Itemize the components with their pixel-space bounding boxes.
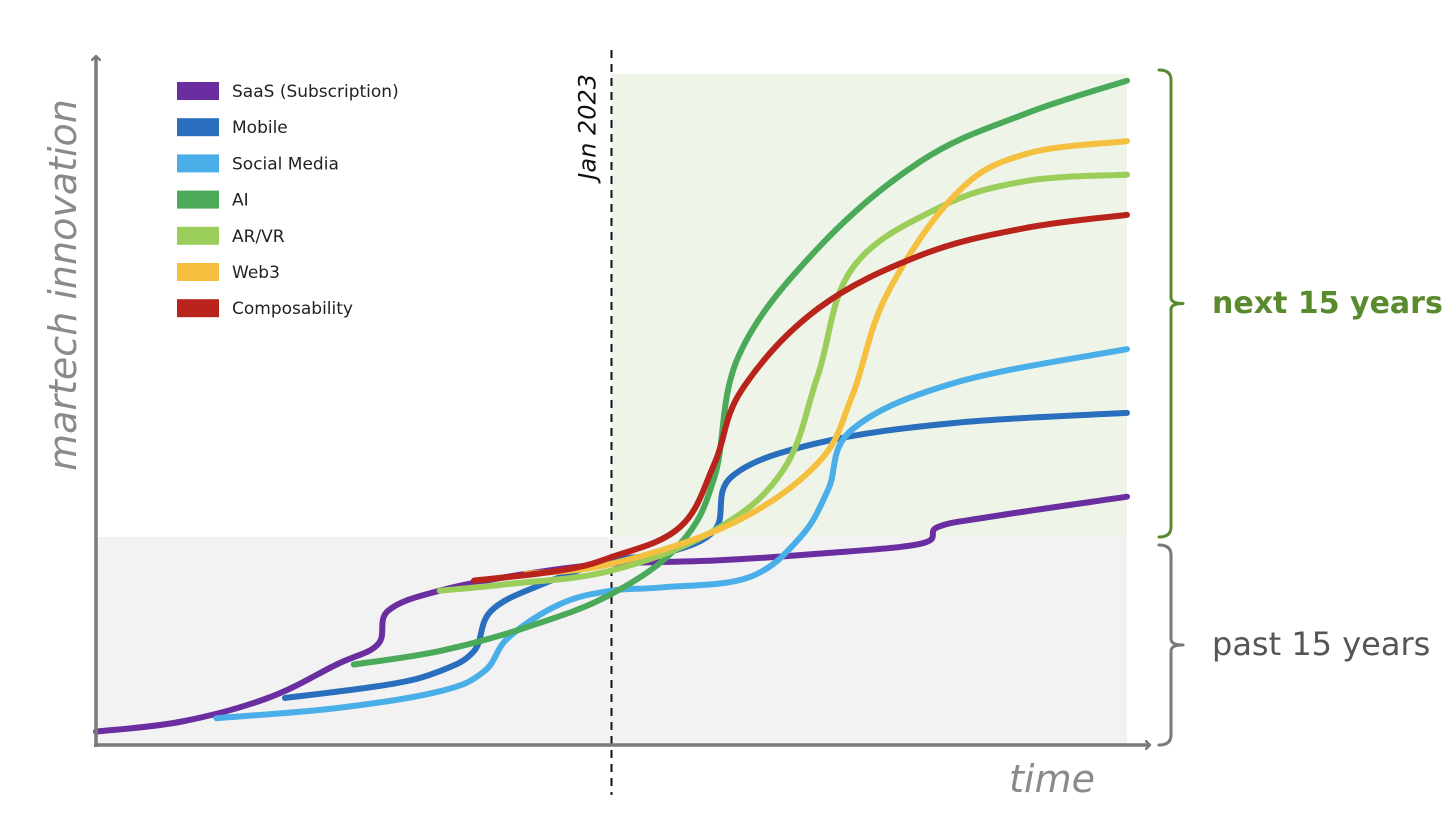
legend-swatch-composability	[177, 299, 219, 318]
legend-label-social-media: Social Media	[232, 154, 339, 174]
series-lines	[93, 77, 1130, 735]
legend-swatch-mobile	[177, 118, 219, 137]
next-15-years-label: next 15 years	[1212, 286, 1443, 321]
legend-swatch-ar-vr	[177, 226, 219, 245]
legend-label-ar-vr: AR/VR	[232, 227, 285, 247]
series-line-web3	[522, 138, 1130, 577]
series-line-composability	[471, 211, 1130, 584]
legend-label-web3: Web3	[232, 263, 280, 283]
legend-swatch-saas-subscription	[177, 82, 219, 100]
legend-label-composability: Composability	[232, 299, 353, 319]
past-15-years-label: past 15 years	[1212, 625, 1430, 663]
legend-label-saas-subscription: SaaS (Subscription)	[232, 82, 399, 102]
past-15-years-brace	[1157, 543, 1185, 747]
legend-label-ai: AI	[232, 191, 249, 211]
x-axis-title: time	[1009, 757, 1095, 801]
jan-2023-marker-label: Jan 2023	[574, 74, 602, 184]
legend: SaaS (Subscription) Mobile Social Media AI A…	[177, 82, 399, 319]
region-next	[611, 74, 1127, 537]
series-line-social-media	[213, 346, 1130, 722]
legend-swatch-web3	[177, 263, 219, 281]
legend-swatch-social-media	[177, 154, 219, 173]
legend-swatch-ai	[177, 190, 219, 209]
series-line-ar-vr	[436, 171, 1130, 594]
next-15-years-brace	[1157, 68, 1185, 539]
legend-label-mobile: Mobile	[232, 118, 288, 138]
y-axis-title: martech innovation	[41, 99, 85, 471]
